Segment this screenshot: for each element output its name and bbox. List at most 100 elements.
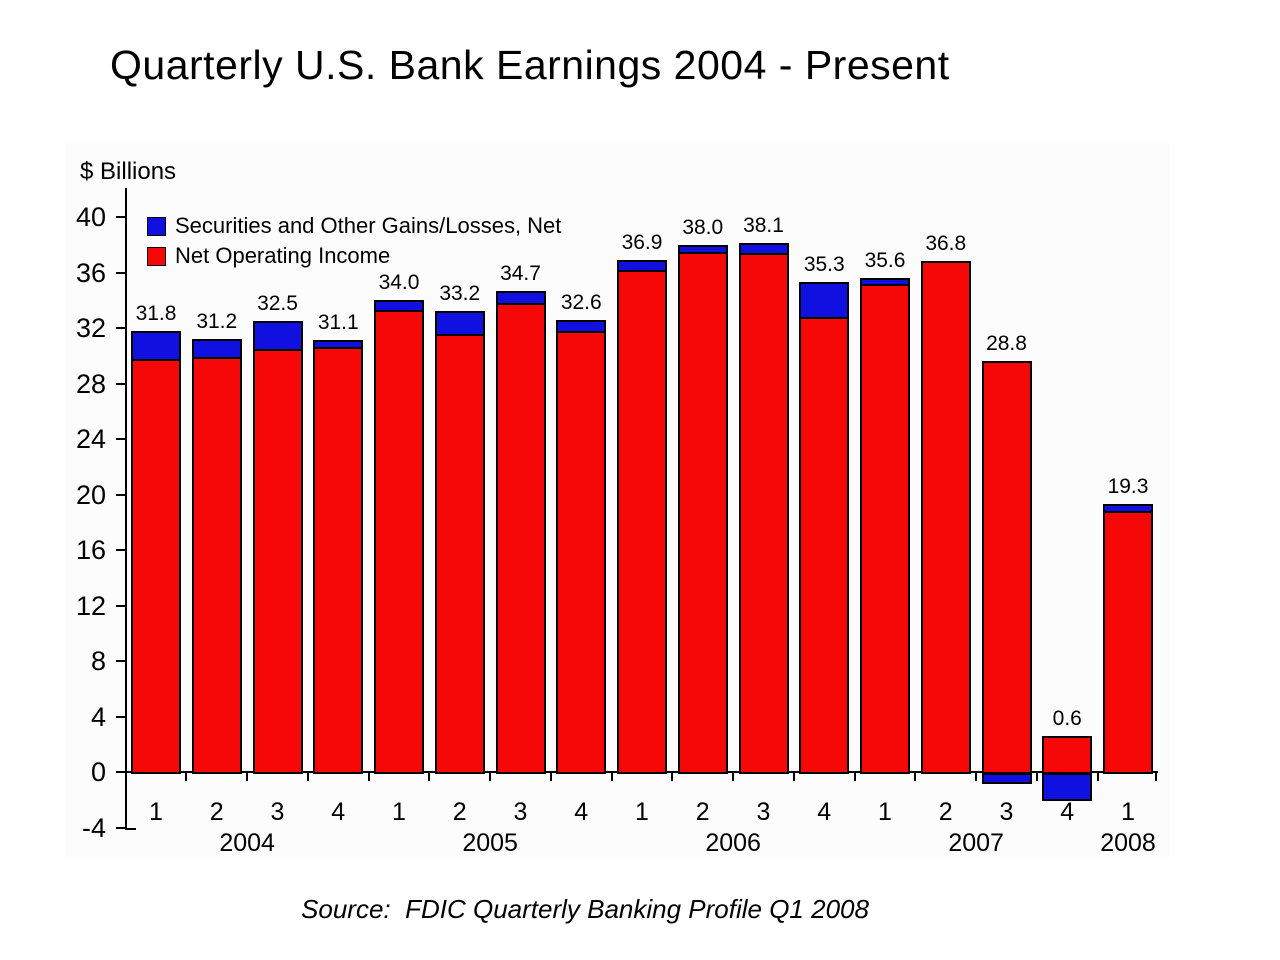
legend-label-net-operating-income: Net Operating Income — [175, 243, 391, 268]
y-axis-tick — [116, 660, 125, 662]
y-axis-end-stub — [126, 827, 136, 830]
x-axis-quarter-label: 1 — [878, 798, 892, 826]
x-axis-quarter-label: 4 — [817, 798, 832, 826]
x-axis-year-label: 2007 — [948, 829, 1004, 857]
bar-segment-net-operating-income — [374, 309, 424, 774]
bar-segment-securities-gains — [374, 300, 424, 312]
bar-segment-net-operating-income — [131, 358, 181, 774]
bar-segment-net-operating-income — [1042, 735, 1093, 774]
bar-segment-net-operating-income — [252, 348, 303, 774]
x-axis-tick — [489, 773, 492, 781]
bar-total-label: 34.0 — [378, 271, 420, 295]
x-axis-tick — [792, 773, 795, 781]
x-axis-tick — [610, 773, 613, 781]
x-axis-quarter-label: 3 — [513, 798, 528, 826]
legend-entry-securities: Securities and Other Gains/Losses, Net — [147, 211, 561, 241]
bar-total-label: 31.2 — [196, 310, 238, 334]
bar-total-label: 38.0 — [682, 215, 724, 239]
bar-segment-securities-gains — [434, 311, 485, 336]
x-axis-quarter-label: 3 — [756, 798, 771, 826]
y-axis-tick — [116, 327, 125, 329]
y-axis-tick-label: 16 — [75, 535, 106, 565]
x-axis-year-label: 2008 — [1100, 829, 1156, 857]
y-axis-tick-label: 20 — [75, 479, 106, 510]
bar-segment-net-operating-income — [738, 253, 789, 774]
x-axis-tick — [246, 773, 249, 781]
bar-segment-securities-losses — [981, 773, 1032, 785]
bar-total-label: 0.6 — [1052, 706, 1082, 730]
legend-entry-net-operating-income: Net Operating Income — [147, 241, 561, 271]
bar-segment-securities-gains — [313, 340, 364, 350]
bar-segment-net-operating-income — [677, 251, 728, 774]
y-axis-tick — [116, 549, 125, 551]
x-axis-quarter-label: 3 — [270, 798, 285, 826]
x-axis-tick — [185, 773, 188, 781]
bar-segment-securities-gains — [617, 260, 667, 272]
bar-segment-securities-gains — [495, 290, 546, 306]
y-axis-unit-label: $ Billions — [80, 158, 177, 185]
x-axis-quarter-label: 1 — [635, 798, 649, 826]
y-axis-tick-label: 28 — [75, 368, 106, 399]
bar-total-label: 35.3 — [803, 253, 845, 277]
securities-swatch-icon — [147, 216, 166, 236]
y-axis-tick-label: 4 — [90, 701, 106, 732]
x-axis-quarter-label: 2 — [695, 798, 710, 826]
bar-segment-net-operating-income — [1103, 511, 1153, 774]
bar-total-label: 38.1 — [743, 214, 784, 238]
x-axis-end-tick — [1155, 773, 1157, 781]
bar-total-label: 28.8 — [986, 332, 1027, 356]
x-axis-quarter-label: 1 — [392, 798, 406, 826]
bar-total-label: 34.7 — [500, 261, 541, 285]
x-axis-tick — [428, 773, 431, 781]
x-axis-tick — [1096, 773, 1099, 781]
y-axis-tick-label: 40 — [75, 202, 106, 232]
chart-title: Quarterly U.S. Bank Earnings 2004 - Pres… — [110, 42, 950, 88]
x-axis-year-label: 2006 — [705, 829, 761, 857]
bar-segment-net-operating-income — [434, 333, 485, 774]
bar-segment-securities-gains — [677, 244, 728, 254]
x-axis-quarter-label: 1 — [149, 798, 163, 826]
bar-segment-securities-gains — [738, 243, 789, 256]
x-axis-tick — [732, 773, 735, 781]
y-axis-tick-label: 0 — [90, 757, 106, 787]
y-axis-tick — [116, 271, 125, 274]
x-axis-tick — [549, 773, 552, 781]
x-axis-quarter-label: 3 — [999, 798, 1014, 826]
x-axis-quarter-label: 2 — [938, 798, 953, 826]
y-axis-tick-label: 12 — [75, 590, 106, 621]
y-axis-tick — [116, 382, 125, 385]
legend: Securities and Other Gains/Losses, Net N… — [147, 211, 561, 271]
bar-segment-net-operating-income — [799, 316, 850, 774]
y-axis-line — [125, 188, 127, 830]
x-axis-tick — [1035, 773, 1038, 781]
bar-segment-securities-gains — [1103, 504, 1153, 514]
x-axis-quarter-label: 4 — [331, 798, 346, 826]
x-axis-year-label: 2005 — [462, 829, 518, 857]
y-axis-tick — [116, 438, 125, 440]
bar-segment-net-operating-income — [495, 303, 546, 774]
y-axis-tick — [116, 493, 125, 496]
y-axis-tick — [116, 715, 125, 718]
bar-segment-securities-gains — [131, 330, 181, 361]
x-axis-tick — [671, 773, 674, 781]
x-axis-tick — [914, 773, 917, 781]
bar-total-label: 31.1 — [317, 311, 359, 335]
bar-segment-securities-losses — [1042, 773, 1093, 801]
x-axis-quarter-label: 1 — [1121, 798, 1135, 826]
bar-total-label: 33.2 — [439, 282, 481, 306]
x-axis-tick — [306, 773, 309, 781]
x-axis-tick — [853, 773, 856, 781]
bar-segment-net-operating-income — [191, 357, 242, 774]
y-axis-tick — [116, 216, 125, 218]
y-axis-tick-label: 24 — [75, 424, 106, 454]
x-axis-tick — [367, 773, 370, 781]
y-axis-tick — [116, 604, 125, 607]
bar-segment-securities-gains — [191, 339, 242, 360]
bar-total-label: 35.6 — [864, 249, 906, 273]
x-axis-quarter-label: 2 — [209, 798, 224, 826]
bar-segment-securities-gains — [556, 319, 607, 333]
bar-segment-net-operating-income — [617, 269, 667, 774]
bar-segment-net-operating-income — [556, 330, 607, 774]
bar-total-label: 31.8 — [135, 301, 177, 325]
